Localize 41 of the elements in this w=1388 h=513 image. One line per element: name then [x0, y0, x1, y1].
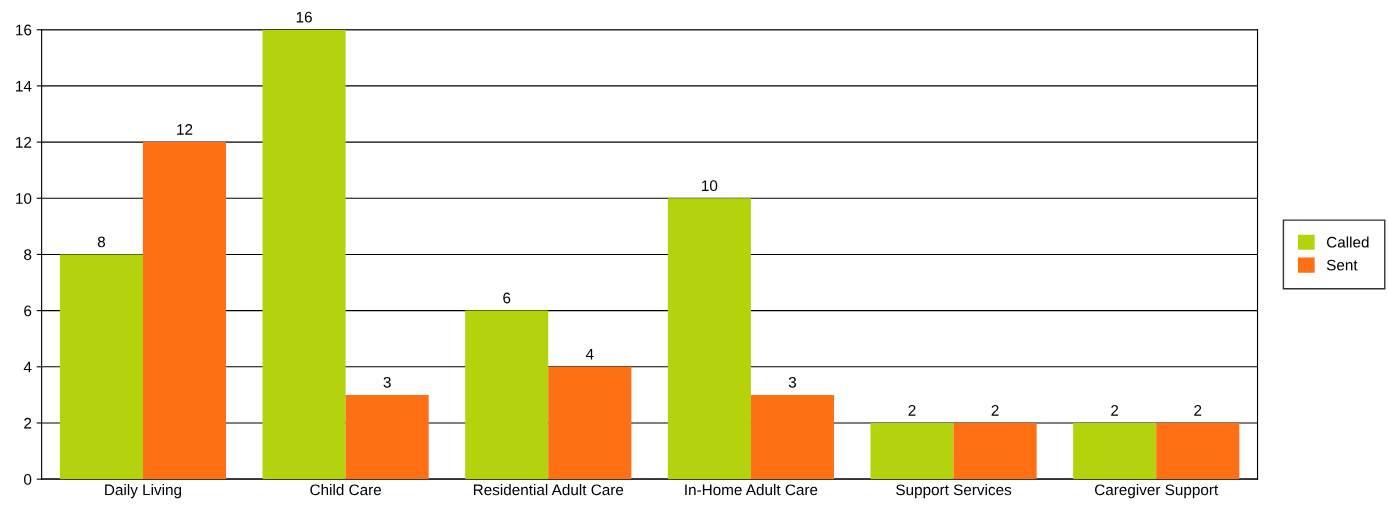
data-label: 10 [702, 180, 718, 192]
y-tick-label: 16 [16, 24, 32, 36]
x-tick-label: Daily Living [105, 484, 182, 499]
y-tick-label: 8 [24, 249, 32, 261]
bar [548, 366, 632, 480]
bar [1073, 422, 1157, 480]
bar [142, 142, 227, 480]
y-tick-label: 12 [16, 136, 32, 148]
data-label: 2 [991, 404, 999, 416]
data-label: 6 [503, 292, 511, 304]
data-label: 4 [585, 348, 594, 360]
data-label: 2 [1194, 404, 1202, 416]
x-tick-label: Child Care [310, 484, 382, 496]
x-tick-label: Support Services [896, 484, 1012, 499]
bar [465, 310, 549, 480]
bar [953, 422, 1037, 480]
x-tick-label: Caregiver Support [1094, 484, 1219, 499]
legend-label: Called [1326, 236, 1369, 248]
data-label: 3 [383, 376, 391, 388]
data-label: 2 [908, 404, 916, 416]
bar [262, 29, 346, 480]
bar [345, 394, 429, 480]
y-tick-label: 2 [24, 417, 32, 429]
bar [1156, 422, 1240, 480]
data-label: 2 [1111, 404, 1119, 416]
data-label: 16 [296, 11, 312, 23]
data-label: 3 [788, 376, 797, 388]
y-tick-label: 14 [16, 80, 32, 92]
x-tick-label: In-Home Adult Care [685, 484, 818, 496]
bar [667, 198, 751, 480]
data-label: 12 [177, 124, 193, 135]
bar [750, 394, 834, 480]
y-tick-label: 0 [24, 474, 32, 485]
y-tick-label: 4 [23, 361, 32, 373]
bar [870, 422, 954, 480]
legend-label: Sent [1326, 259, 1358, 271]
y-tick-label: 10 [16, 193, 32, 204]
y-tick-label: 6 [24, 305, 32, 317]
bar [59, 254, 143, 480]
data-label: 8 [97, 236, 106, 248]
x-tick-label: Residential Adult Care [473, 484, 624, 496]
